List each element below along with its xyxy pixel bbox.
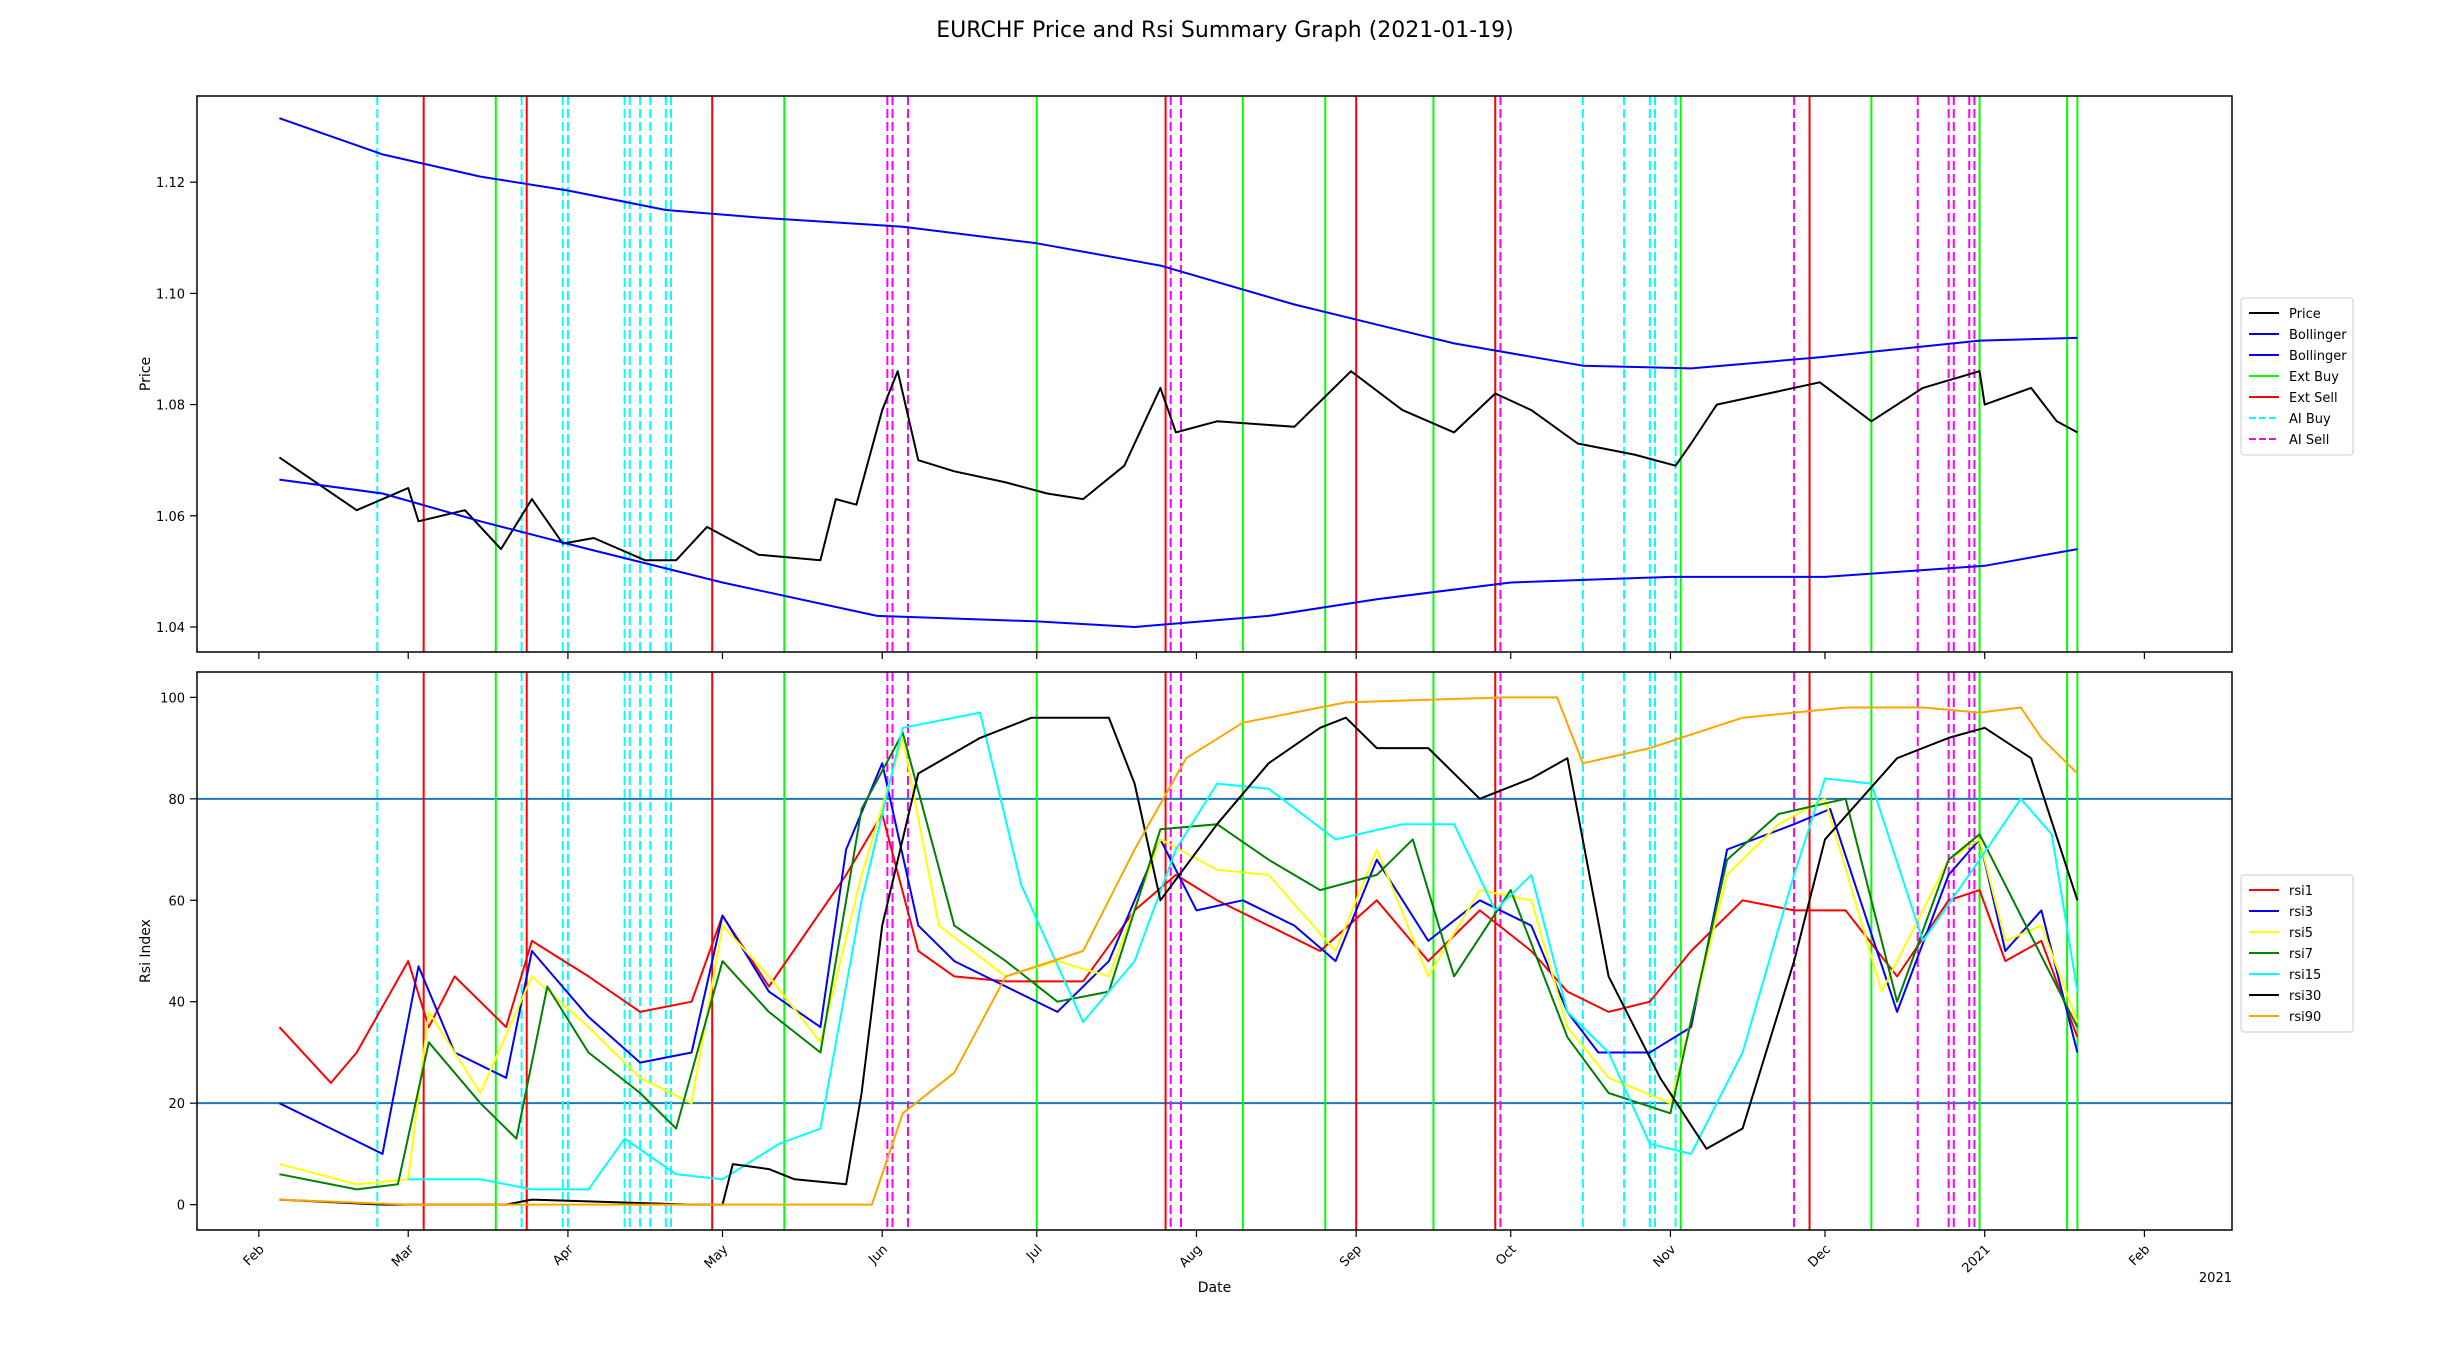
price-legend-label: Ext Sell (2289, 391, 2338, 406)
series-rsi-rsi7-3 (279, 731, 2079, 1191)
price-legend-label: Bollinger (2289, 328, 2347, 343)
series-rsi-rsi3-1 (278, 762, 2079, 1155)
rsi-legend-label: rsi90 (2289, 1010, 2321, 1025)
x-tick-label: Feb (241, 1242, 268, 1269)
x-axis: Feb Mar Apr May Jun Jul Aug Sep Oct Nov Dec 2021 Feb… (241, 1242, 2232, 1296)
x-tick-label: Apr (550, 1242, 577, 1269)
rsi-ytick-label: 80 (168, 793, 185, 808)
rsi-ytick-label: 60 (168, 894, 185, 909)
price-legend-label: Bollinger (2289, 349, 2347, 364)
series-rsi-rsi5-2 (279, 736, 2079, 1186)
rsi-legend-label: rsi30 (2289, 989, 2321, 1004)
price-ytick-label: 1.06 (156, 510, 185, 525)
x-tick-label: Mar (389, 1242, 417, 1270)
series-price-price-0 (278, 370, 2078, 562)
x-tick-label: Jun (865, 1242, 891, 1268)
chart-title: EURCHF Price and Rsi Summary Graph (2021… (936, 18, 1514, 43)
rsi-frame (196, 671, 2233, 1231)
x-tick-label: Oct (1493, 1242, 1520, 1269)
legends: Price Bollinger Bollinger Ext Buy Ext Sell AI… (2240, 297, 2354, 1033)
rsi-legend-label: rsi15 (2289, 968, 2321, 983)
price-ytick-label: 1.12 (156, 176, 185, 191)
rsi-legend-label: rsi1 (2289, 884, 2313, 899)
x-axis-label: Date (1198, 1280, 1231, 1296)
price-legend-label: AI Buy (2289, 412, 2331, 427)
series-rsi-rsi1-0 (278, 813, 2079, 1084)
price-frame (196, 95, 2233, 653)
x-offset-label: 2021 (2199, 1271, 2232, 1286)
rsi-legend-label: rsi3 (2289, 905, 2313, 920)
x-tick-label: Aug (1177, 1242, 1206, 1271)
price-ytick-label: 1.10 (156, 287, 185, 302)
x-tick-label: Feb (2126, 1242, 2153, 1269)
price-ytick-label: 1.04 (156, 621, 185, 636)
rsi-ytick-label: 0 (177, 1199, 185, 1214)
price-legend-label: Price (2289, 307, 2321, 322)
price-legend-box (2240, 297, 2354, 456)
rsi-ylabel: Rsi Index (138, 919, 154, 983)
series-rsi-rsi15-4 (408, 711, 2079, 1191)
x-tick-label: Jul (1023, 1242, 1045, 1264)
x-tick-label: Sep (1337, 1242, 1365, 1270)
price-ylabel: Price (138, 357, 154, 391)
rsi-ytick-label: 40 (168, 996, 185, 1011)
x-tick-label: May (702, 1242, 732, 1272)
price-legend-label: Ext Buy (2289, 370, 2339, 385)
series-rsi-rsi90-6 (279, 696, 2079, 1206)
series-price-bollinger-2 (279, 478, 2078, 628)
rsi-ytick-label: 20 (168, 1097, 185, 1112)
rsi-panel: 0 20 40 60 80 100 Rsi Index (138, 671, 2233, 1237)
price-ytick-label: 1.08 (156, 399, 185, 414)
rsi-legend-label: rsi5 (2289, 926, 2313, 941)
price-panel: 1.04 1.06 1.08 1.10 1.12 Price (138, 95, 2233, 659)
rsi-legend-box (2240, 874, 2354, 1033)
price-legend-label: AI Sell (2289, 433, 2329, 448)
rsi-legend-label: rsi7 (2289, 947, 2313, 962)
rsi-ytick-label: 100 (160, 691, 185, 706)
series-price-bollinger-1 (279, 117, 2078, 370)
x-tick-label: Nov (1651, 1242, 1680, 1271)
series-rsi-rsi30-5 (279, 716, 2079, 1206)
x-tick-label: 2021 (1960, 1242, 1994, 1276)
x-tick-label: Dec (1805, 1242, 1833, 1270)
